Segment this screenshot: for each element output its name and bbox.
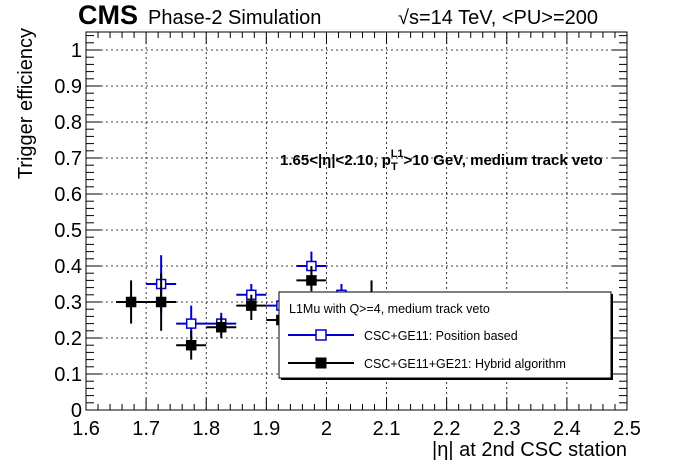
region-label-prefix: 1.65<|η|<2.10, p: [280, 152, 391, 169]
y-tick-label: 0.7: [54, 148, 82, 170]
axes: 1.6 1.7 1.8 1.9 2 2.1 2.2 2.3 2.4 2.5 0 0.1 0.2 0.3 0.…: [54, 31, 641, 440]
legend-marker-filled-square: [315, 357, 327, 369]
cms-logo-text: CMS: [78, 0, 138, 30]
y-tick-label: 0: [71, 400, 82, 422]
data-point-filled-square: [185, 339, 197, 351]
conditions-text: √s=14 TeV, <PU>=200: [398, 7, 598, 29]
data-point-filled-square: [216, 321, 227, 333]
x-tick-label: 2.1: [373, 418, 401, 440]
legend-entry-hybrid: CSC+GE11+GE21: Hybrid algorithm: [288, 357, 566, 371]
region-label-suffix: >10 GeV, medium track veto: [404, 152, 603, 169]
legend-shadow-bottom: [281, 378, 613, 380]
legend-entry-position-based: CSC+GE11: Position based: [288, 329, 518, 343]
data-point-filled-square: [306, 275, 317, 286]
legend-marker-open-square: [315, 329, 327, 341]
y-tick-label: 0.5: [54, 220, 82, 242]
region-label-sub: T: [391, 161, 398, 173]
legend-label-position-based: CSC+GE11: Position based: [364, 329, 518, 343]
y-axis-title: Trigger efficiency: [15, 28, 37, 179]
y-tick-label: 1: [71, 40, 82, 62]
x-tick-label: 1.8: [192, 418, 220, 440]
x-tick-label: 1.6: [72, 418, 100, 440]
legend: L1Mu with Q>=4, medium track veto CSC+GE…: [278, 291, 613, 380]
legend-label-hybrid: CSC+GE11+GE21: Hybrid algorithm: [364, 357, 566, 371]
x-tick-label: 2: [321, 418, 332, 440]
region-label: 1.65<|η|<2.10, pTL1>10 GeV, medium track…: [280, 148, 603, 173]
y-tick-label: 0.4: [54, 256, 82, 278]
region-label-sup: L1: [391, 148, 404, 160]
y-tick-label: 0.6: [54, 184, 82, 206]
legend-shadow-right: [611, 294, 613, 380]
y-tick-label: 0.2: [54, 328, 82, 350]
x-tick-label: 1.7: [132, 418, 160, 440]
x-tick-label: 2.5: [613, 418, 641, 440]
x-axis-title: |η| at 2nd CSC station: [432, 439, 627, 461]
data-point-filled-square: [125, 296, 137, 308]
y-tick-label: 0.1: [54, 364, 82, 386]
y-tick-label: 0.3: [54, 292, 82, 314]
status-text: Phase-2 Simulation: [148, 7, 321, 29]
y-tick-label: 0.9: [54, 76, 82, 98]
x-tick-label: 1.9: [252, 418, 280, 440]
data-point-open-square: [185, 318, 197, 329]
legend-title: L1Mu with Q>=4, medium track veto: [289, 302, 490, 316]
plot-frame: [85, 31, 628, 411]
x-tick-label: 2.2: [433, 418, 461, 440]
y-tick-label: 0.8: [54, 112, 82, 134]
x-tick-label: 2.4: [553, 418, 581, 440]
data-point-filled-square: [155, 296, 167, 308]
data-point-filled-square: [246, 300, 257, 311]
x-tick-label: 2.3: [493, 418, 521, 440]
